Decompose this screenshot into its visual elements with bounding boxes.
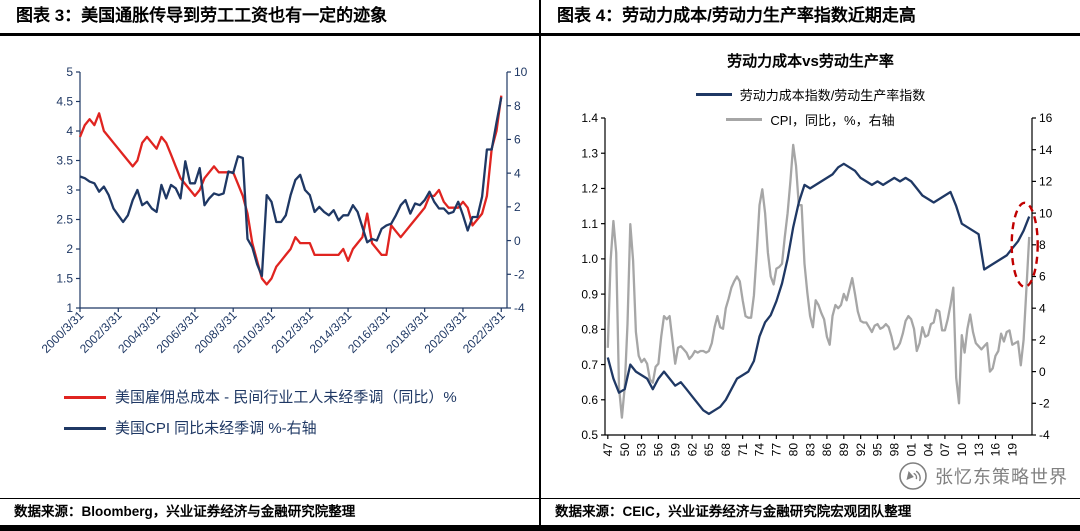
svg-text:13: 13 — [972, 443, 986, 457]
svg-text:6: 6 — [1039, 270, 1046, 284]
right-chart-title: 劳动力成本vs劳动生产率 — [727, 53, 894, 70]
figure3-panel: 图表 3：美国通胀传导到劳工工资也有一定的迹象 1 1.5 2 2.5 3 3.5 4 4.5… — [0, 0, 539, 531]
svg-text:2022/3/31: 2022/3/31 — [460, 308, 508, 356]
svg-text:89: 89 — [837, 443, 851, 457]
megaphone-logo-icon — [899, 462, 927, 490]
svg-text:2.5: 2.5 — [56, 213, 73, 227]
svg-text:0.7: 0.7 — [581, 358, 598, 372]
left-chart-svg: 11.522.533.544.55-4-202468102000/3/31200… — [39, 65, 528, 356]
svg-text:71: 71 — [736, 443, 750, 457]
svg-text:14: 14 — [1039, 143, 1053, 157]
legend-item-ratio: 劳动力成本指数/劳动生产率指数 — [695, 85, 926, 104]
svg-text:47: 47 — [601, 443, 615, 457]
svg-text:0.5: 0.5 — [581, 428, 598, 442]
svg-text:4.5: 4.5 — [56, 95, 73, 109]
left-chart-legend: 美国雇佣总成本 - 民间行业工人未经季调（同比）% 美国CPI 同比未经季调 %… — [64, 387, 484, 440]
svg-text:8: 8 — [514, 99, 521, 113]
figure4-source: 数据来源：CEIC，兴业证券经济与金融研究院宏观团队整理 — [541, 498, 1080, 525]
svg-text:12: 12 — [1039, 175, 1053, 189]
watermark-text: 张忆东策略世界 — [935, 467, 1068, 487]
svg-text:1.5: 1.5 — [56, 272, 73, 286]
svg-text:-2: -2 — [514, 267, 525, 281]
svg-text:04: 04 — [921, 443, 935, 457]
svg-text:10: 10 — [514, 65, 528, 79]
svg-text:50: 50 — [618, 443, 632, 457]
svg-text:0.8: 0.8 — [581, 323, 598, 337]
figure4-panel: 图表 4：劳动力成本/劳动力生产率指数近期走高 0.5 0.6 0.7 0.8 0.9 1… — [541, 0, 1080, 531]
watermark: 张忆东策略世界 — [898, 461, 1068, 491]
svg-text:4: 4 — [514, 166, 521, 180]
svg-text:1.4: 1.4 — [581, 111, 598, 125]
figure3-source: 数据来源：Bloomberg，兴业证券经济与金融研究院整理 — [0, 498, 539, 525]
svg-text:2: 2 — [66, 242, 73, 256]
cpi-line-swatch — [64, 426, 106, 430]
svg-text:8: 8 — [1039, 238, 1046, 252]
svg-text:0: 0 — [514, 234, 521, 248]
svg-text:1.3: 1.3 — [581, 146, 598, 160]
figure4-header: 图表 4：劳动力成本/劳动力生产率指数近期走高 — [541, 0, 1080, 36]
svg-text:0.6: 0.6 — [581, 393, 598, 407]
eci-line-swatch — [64, 396, 106, 399]
svg-text:98: 98 — [888, 443, 902, 457]
svg-text:07: 07 — [938, 443, 952, 457]
svg-text:16: 16 — [989, 443, 1003, 457]
svg-text:62: 62 — [685, 443, 699, 457]
svg-text:92: 92 — [854, 443, 868, 457]
svg-text:19: 19 — [1006, 443, 1020, 457]
svg-text:74: 74 — [753, 443, 767, 457]
svg-text:1: 1 — [66, 301, 73, 315]
right-chart-svg: 0.50.60.70.80.91.01.11.21.31.4-4-2024681… — [581, 111, 1053, 457]
svg-text:01: 01 — [904, 443, 918, 457]
svg-text:80: 80 — [786, 443, 800, 457]
right-chart-area: 0.5 0.6 0.7 0.8 0.9 1.0 1.1 1.2 1.3 1.4 -4 -2 0 2 4 6 8 1… — [541, 36, 1080, 485]
svg-text:10: 10 — [1039, 206, 1053, 220]
svg-text:16: 16 — [1039, 111, 1053, 125]
svg-text:65: 65 — [702, 443, 716, 457]
svg-text:-4: -4 — [514, 301, 525, 315]
legend-label-ratio: 劳动力成本指数/劳动生产率指数 — [739, 88, 926, 103]
legend-item-cpi-right: CPI，同比，%，右轴 — [726, 110, 895, 129]
legend-label-cpi: 美国CPI 同比未经季调 %-右轴 — [115, 419, 317, 437]
svg-text:4: 4 — [1039, 301, 1046, 315]
left-chart-area: 1 1.5 2 2.5 3 3.5 4 4.5 5 -4 -2 0 2 4 6 8 10 2000/3/31 200… — [0, 36, 539, 440]
cpi-gray-line-swatch — [726, 118, 763, 121]
svg-text:0.9: 0.9 — [581, 287, 598, 301]
svg-text:-2: -2 — [1039, 397, 1050, 411]
svg-text:95: 95 — [871, 443, 885, 457]
svg-text:1.0: 1.0 — [581, 252, 598, 266]
legend-item-cpi: 美国CPI 同比未经季调 %-右轴 — [64, 418, 484, 440]
svg-text:2: 2 — [1039, 333, 1046, 347]
svg-text:3: 3 — [66, 183, 73, 197]
svg-text:2: 2 — [514, 200, 521, 214]
svg-text:6: 6 — [514, 133, 521, 147]
svg-text:0: 0 — [1039, 365, 1046, 379]
svg-text:59: 59 — [668, 443, 682, 457]
svg-text:77: 77 — [770, 443, 784, 457]
svg-text:4: 4 — [66, 124, 73, 138]
figure3-header: 图表 3：美国通胀传导到劳工工资也有一定的迹象 — [0, 0, 539, 36]
svg-text:5: 5 — [66, 65, 73, 79]
legend-label-cpi-right: CPI，同比，%，右轴 — [770, 113, 895, 128]
svg-text:83: 83 — [803, 443, 817, 457]
svg-text:10: 10 — [955, 443, 969, 457]
svg-text:68: 68 — [719, 443, 733, 457]
svg-text:53: 53 — [635, 443, 649, 457]
svg-text:3.5: 3.5 — [56, 154, 73, 168]
legend-item-eci: 美国雇佣总成本 - 民间行业工人未经季调（同比）% — [64, 387, 484, 409]
svg-text:86: 86 — [820, 443, 834, 457]
svg-text:1.2: 1.2 — [581, 182, 598, 196]
ratio-line-swatch — [695, 93, 732, 96]
svg-text:1.1: 1.1 — [581, 217, 598, 231]
panel-divider — [539, 0, 541, 531]
right-chart-legend: 劳动力成本指数/劳动生产率指数 CPI，同比，%，右轴 — [541, 85, 1080, 129]
svg-text:56: 56 — [652, 443, 666, 457]
legend-label-eci: 美国雇佣总成本 - 民间行业工人未经季调（同比）% — [115, 389, 457, 406]
svg-text:-4: -4 — [1039, 428, 1050, 442]
bottom-rule — [0, 525, 1080, 531]
